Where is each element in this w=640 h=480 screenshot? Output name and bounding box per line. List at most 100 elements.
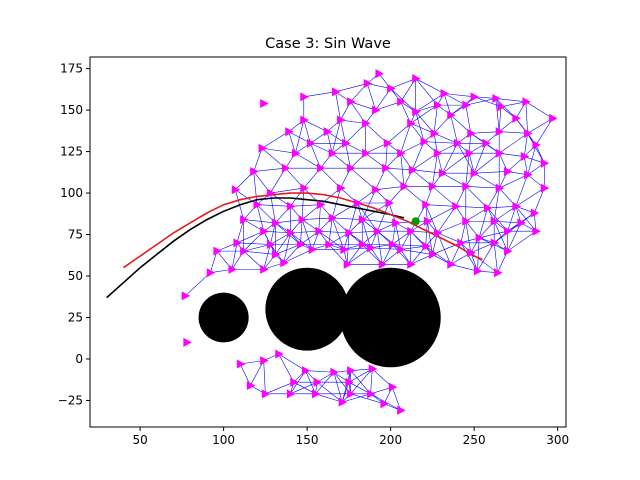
mesh-edge xyxy=(388,202,396,224)
mesh-edge xyxy=(473,152,500,174)
mesh-edge xyxy=(400,245,426,250)
mesh-edge xyxy=(465,186,500,189)
agent-marker xyxy=(388,239,398,249)
mesh-edge xyxy=(350,393,385,405)
agent-marker xyxy=(504,166,513,176)
x-tick-label: 250 xyxy=(463,433,486,447)
agent-marker xyxy=(345,377,354,387)
mesh-edge xyxy=(243,219,276,224)
agent-marker xyxy=(397,244,406,254)
agent-marker xyxy=(236,359,246,369)
mesh-edge xyxy=(395,220,428,224)
agent-marker xyxy=(482,138,491,148)
y-axis: −25 0 25 50 75 100 125 150 175 xyxy=(58,62,90,407)
agent-marker xyxy=(504,246,513,256)
x-tick-label: 200 xyxy=(379,433,402,447)
agent-marker xyxy=(271,249,281,259)
mesh-edge xyxy=(253,148,263,172)
mesh-edge xyxy=(473,143,487,174)
agent-marker xyxy=(397,148,406,158)
obstacle-circle xyxy=(340,267,441,368)
agent-marker xyxy=(337,115,346,125)
mesh-edge xyxy=(425,221,428,247)
mesh-edge xyxy=(412,141,425,170)
plot-area xyxy=(106,69,558,415)
mesh-edge xyxy=(487,206,516,209)
mesh-edge xyxy=(348,381,371,395)
mesh-edge xyxy=(290,230,319,234)
y-tick-label: 100 xyxy=(60,186,83,200)
agent-marker xyxy=(490,216,500,226)
agent-marker xyxy=(520,152,530,162)
mesh-edge xyxy=(376,202,390,232)
agent-marker xyxy=(512,113,521,123)
mesh-edge xyxy=(415,93,445,113)
mesh-edge xyxy=(442,172,466,187)
mesh-edge xyxy=(335,91,341,121)
agent-marker xyxy=(328,213,338,223)
mesh-edge xyxy=(231,242,238,270)
mesh-edge xyxy=(250,360,264,386)
mesh-edge xyxy=(468,153,475,174)
mesh-edge xyxy=(290,381,318,395)
mesh-edge xyxy=(332,217,363,220)
mesh-edge xyxy=(433,133,438,154)
agent-marker xyxy=(378,259,388,269)
obstacle-circle xyxy=(265,267,349,351)
mesh-edge xyxy=(460,242,478,272)
mesh-edge xyxy=(253,167,286,172)
mesh-edge xyxy=(470,242,495,254)
agent-marker xyxy=(517,218,526,228)
mesh-edge xyxy=(263,244,271,270)
agent-marker xyxy=(362,118,371,128)
mesh-edge xyxy=(427,206,456,222)
agent-marker xyxy=(423,216,433,226)
agent-marker xyxy=(330,367,339,377)
agent-marker xyxy=(290,377,299,387)
mesh-edge xyxy=(427,221,433,255)
agent-marker xyxy=(462,181,471,191)
agent-marker xyxy=(340,244,349,254)
mesh-edge xyxy=(243,250,276,255)
mesh-edge xyxy=(370,368,373,394)
agent-marker xyxy=(433,228,443,238)
mesh-edge xyxy=(263,360,266,394)
mesh-edge xyxy=(415,104,438,113)
mesh-edge xyxy=(410,104,438,124)
mesh-edge xyxy=(499,174,528,189)
mesh-edge xyxy=(341,382,350,403)
agent-marker xyxy=(372,185,381,195)
agent-marker xyxy=(291,148,301,158)
agent-marker xyxy=(281,163,291,173)
mesh-edge xyxy=(392,387,401,411)
mesh-edge xyxy=(433,105,438,134)
agent-marker xyxy=(504,226,513,236)
mesh-edge xyxy=(261,131,289,149)
mesh-edge xyxy=(333,372,343,403)
agent-marker xyxy=(380,399,389,409)
mesh-edge xyxy=(390,88,416,112)
mesh-edge xyxy=(478,207,488,238)
agent-marker xyxy=(522,97,531,107)
agent-marker xyxy=(183,337,192,347)
mesh-edge xyxy=(515,174,528,207)
agent-marker xyxy=(316,200,326,210)
agent-marker xyxy=(358,239,368,249)
mesh-edge xyxy=(410,123,435,134)
agent-marker xyxy=(363,79,373,89)
mesh-edge xyxy=(265,381,294,395)
mesh-edge xyxy=(290,232,313,250)
agent-marker xyxy=(495,148,505,158)
mesh-edge xyxy=(493,221,508,252)
agent-marker xyxy=(347,97,356,107)
agent-marker xyxy=(286,389,296,399)
agent-marker xyxy=(540,183,550,193)
agent-marker xyxy=(367,243,376,253)
agent-marker xyxy=(420,137,430,147)
agent-marker xyxy=(271,218,281,228)
mesh-edge xyxy=(457,143,475,174)
mesh-edge xyxy=(387,123,411,144)
agent-marker xyxy=(490,238,500,248)
agents xyxy=(181,69,558,415)
mesh-edge xyxy=(293,381,316,395)
